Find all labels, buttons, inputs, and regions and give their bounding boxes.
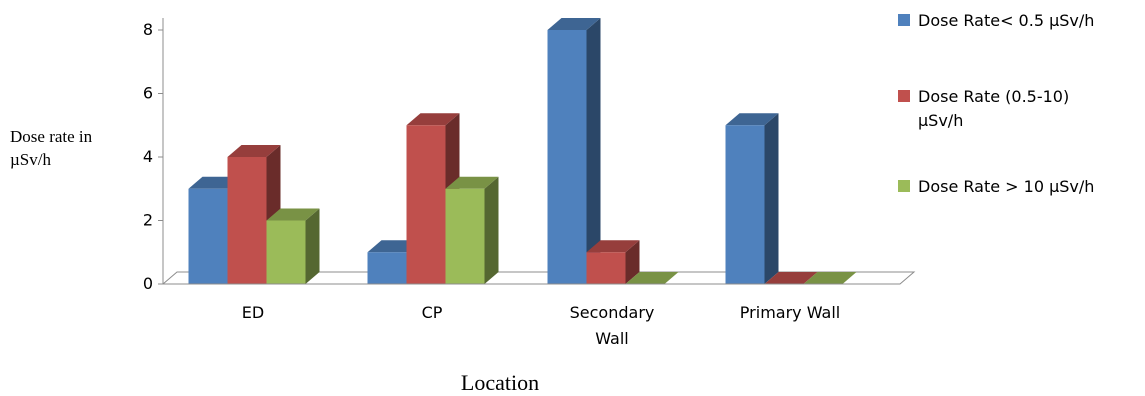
x-tick-label: Primary Wall	[740, 303, 840, 322]
y-tick-label: 0	[143, 274, 153, 293]
x-axis-title: Location	[461, 370, 539, 395]
bars	[188, 18, 857, 284]
bar-front	[445, 188, 485, 284]
axis-titles: Dose rate in µSv/h Location	[10, 127, 539, 395]
bar-top	[266, 208, 320, 221]
bar	[625, 272, 679, 284]
bar-top	[725, 113, 779, 126]
x-tick-label: ED	[242, 303, 264, 322]
bar	[266, 208, 320, 284]
legend-item: Dose Rate (0.5-10) µSv/h	[898, 87, 1069, 130]
y-tick-label: 8	[143, 20, 153, 39]
bar	[764, 272, 818, 284]
bar-side	[625, 240, 640, 284]
bar-front	[367, 252, 407, 284]
legend-label: Dose Rate > 10 µSv/h	[918, 177, 1094, 196]
bar-side	[305, 208, 320, 284]
x-axis: ED CP Secondary Wall Primary Wall	[163, 283, 900, 348]
bar-front	[547, 30, 587, 284]
bar-side	[586, 18, 601, 284]
legend-label: Dose Rate (0.5-10) µSv/h	[918, 87, 1069, 130]
y-tick-label: 2	[143, 211, 153, 230]
bar-top	[625, 272, 679, 284]
bar-top	[764, 272, 818, 284]
bar-front	[406, 125, 446, 284]
bar-side	[764, 113, 779, 284]
bar-top	[406, 113, 460, 126]
bar-top	[227, 145, 281, 157]
x-tick-label: Secondary Wall	[570, 303, 655, 348]
legend-swatch	[898, 14, 910, 26]
bar	[725, 113, 779, 284]
legend-swatch	[898, 90, 910, 102]
bar-side	[484, 176, 499, 284]
bar	[803, 272, 857, 284]
bar-top	[445, 176, 499, 189]
legend-swatch	[898, 180, 910, 192]
y-tick-label: 6	[143, 84, 153, 103]
bar-front	[188, 188, 228, 284]
bar	[586, 240, 640, 284]
bar-front	[227, 157, 267, 284]
y-axis-title: Dose rate in µSv/h	[10, 127, 93, 169]
bar-front	[725, 125, 765, 284]
bar-front	[266, 220, 306, 284]
bar-front	[586, 252, 626, 284]
legend-item: Dose Rate > 10 µSv/h	[898, 177, 1094, 196]
bar	[547, 18, 601, 284]
y-axis: 0 2 4 6 8	[143, 18, 164, 293]
legend: Dose Rate< 0.5 µSv/h Dose Rate (0.5-10) µS…	[898, 11, 1094, 196]
legend-label: Dose Rate< 0.5 µSv/h	[918, 11, 1094, 30]
bar-top	[547, 18, 601, 30]
bar-top	[586, 240, 640, 253]
legend-item: Dose Rate< 0.5 µSv/h	[898, 11, 1094, 30]
bar-top	[803, 272, 857, 284]
x-tick-label: CP	[422, 303, 443, 322]
bar	[445, 176, 499, 284]
y-tick-label: 4	[143, 147, 153, 166]
